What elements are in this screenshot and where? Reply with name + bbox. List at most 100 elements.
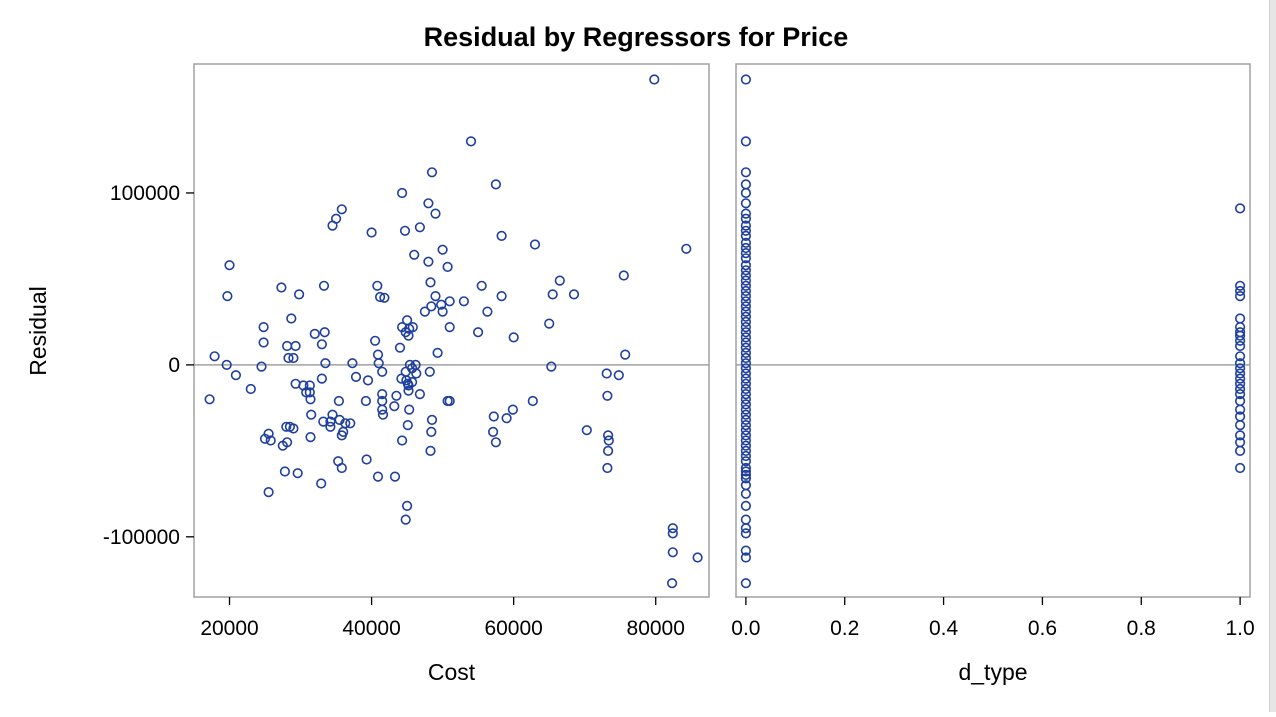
data-point — [442, 261, 453, 273]
data-point — [373, 358, 384, 369]
data-point — [603, 435, 614, 446]
data-point — [740, 260, 752, 271]
data-point — [263, 487, 274, 498]
data-point — [402, 420, 413, 431]
data-point — [740, 399, 752, 410]
panel-0: 20000 40000 60000 80000 Cost -100000 0 100000 — [103, 63, 710, 685]
data-point — [740, 488, 752, 499]
data-point — [288, 352, 299, 364]
data-point — [281, 421, 292, 432]
data-point — [740, 500, 752, 512]
data-point — [333, 395, 345, 407]
x-tick-label: 80000 — [627, 617, 685, 640]
data-point — [666, 578, 678, 589]
data-point — [259, 433, 271, 444]
data-point — [649, 74, 660, 85]
data-point — [740, 352, 752, 364]
data-point — [319, 327, 330, 338]
data-point — [230, 370, 241, 381]
data-point — [411, 368, 422, 379]
data-point — [1234, 351, 1246, 362]
data-point — [740, 342, 752, 353]
data-point — [740, 337, 752, 348]
data-point — [283, 352, 294, 364]
data-point — [740, 248, 752, 259]
data-point — [667, 523, 678, 534]
plot-frame — [735, 63, 1251, 598]
data-point — [425, 445, 436, 457]
data-point — [403, 380, 414, 391]
data-point — [1234, 445, 1246, 457]
data-point — [740, 414, 752, 426]
data-point — [245, 383, 256, 395]
x-axis-label: d_type — [958, 659, 1027, 685]
data-point — [404, 404, 415, 415]
data-point — [1234, 335, 1246, 346]
data-point — [620, 349, 631, 360]
data-point — [740, 253, 752, 264]
data-point — [740, 270, 752, 281]
data-point — [740, 409, 752, 420]
data-point — [740, 225, 752, 236]
data-point — [400, 514, 411, 525]
x-tick-label: 20000 — [200, 617, 258, 640]
data-point — [305, 394, 316, 405]
data-point — [667, 528, 678, 539]
data-point — [581, 425, 592, 436]
data-point — [361, 454, 372, 465]
data-point — [444, 296, 455, 307]
data-point — [740, 187, 752, 199]
data-point — [508, 332, 519, 343]
data-point — [740, 389, 752, 400]
x-tick-label: 0.8 — [1127, 617, 1156, 640]
data-point — [740, 358, 752, 369]
x-axis-label: Cost — [428, 659, 476, 685]
data-point — [740, 296, 752, 307]
data-point — [740, 230, 752, 241]
data-point — [602, 445, 614, 457]
data-point — [740, 322, 752, 333]
data-point — [256, 361, 267, 372]
data-point — [465, 136, 477, 147]
data-point — [391, 390, 402, 401]
data-point — [1234, 420, 1246, 431]
data-point — [437, 244, 448, 255]
data-point — [667, 547, 678, 558]
x-tick-label: 0.2 — [830, 617, 859, 640]
data-point — [426, 301, 437, 312]
data-point — [402, 500, 413, 512]
data-point — [372, 471, 384, 482]
data-point — [389, 471, 401, 482]
data-point — [377, 366, 388, 377]
x-tick-label: 0.0 — [731, 617, 760, 640]
x-tick-label: 1.0 — [1226, 617, 1255, 640]
data-point — [377, 389, 388, 400]
data-point — [618, 270, 629, 281]
data-point — [389, 401, 400, 412]
data-point — [1234, 430, 1246, 441]
data-point — [740, 469, 752, 481]
plot-layer: 20000 40000 60000 80000 Cost -100000 0 100000 0.… — [103, 63, 1255, 685]
data-point — [288, 423, 299, 434]
data-point — [1234, 378, 1246, 389]
data-point — [316, 478, 327, 489]
y-tick-label: 0 — [168, 354, 180, 377]
page-edge — [1269, 0, 1276, 712]
data-point — [1234, 330, 1246, 341]
plot-frame — [193, 63, 710, 598]
panel-1: 0.0 0.2 0.4 0.6 0.8 1.0 d_type — [731, 63, 1255, 685]
data-point — [1234, 340, 1246, 352]
data-point — [444, 395, 455, 407]
data-point — [1234, 404, 1246, 415]
data-point — [740, 237, 752, 248]
data-point — [740, 280, 752, 291]
data-point — [740, 545, 752, 556]
data-point — [740, 301, 752, 312]
data-point — [488, 426, 499, 438]
data-point — [1234, 383, 1246, 395]
data-point — [397, 435, 408, 446]
data-point — [1234, 285, 1246, 297]
data-point — [409, 249, 420, 260]
data-point — [547, 289, 558, 300]
